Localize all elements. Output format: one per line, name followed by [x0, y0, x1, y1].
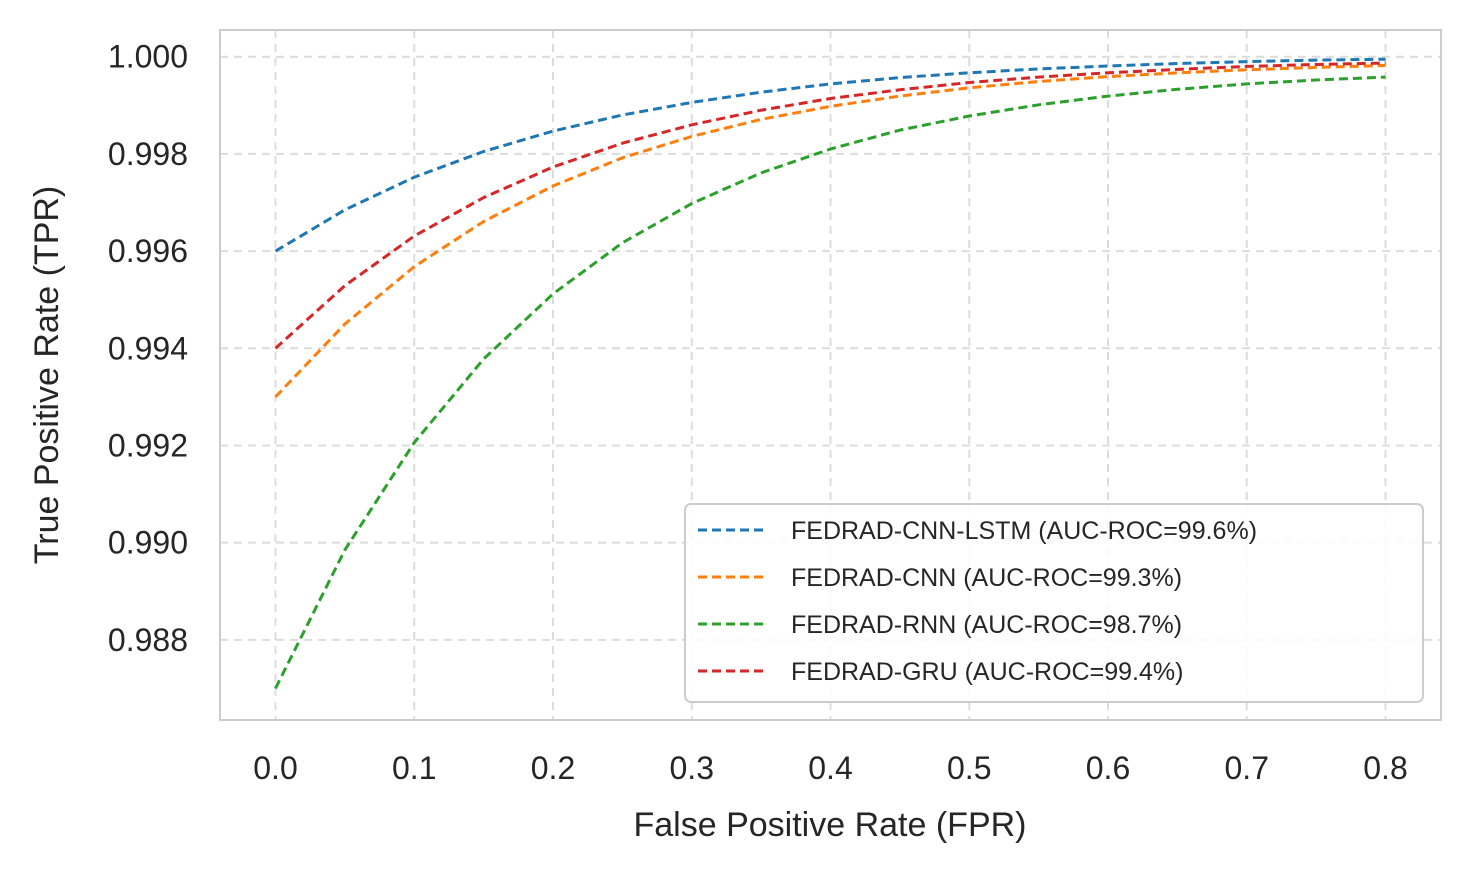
- plot-frame: [219, 29, 1442, 721]
- series-layer: [274, 57, 1386, 690]
- series-line-1: [274, 57, 1386, 253]
- x-tick-label: 0.1: [392, 750, 436, 786]
- legend-label: FEDRAD-GRU (AUC-ROC=99.4%): [791, 658, 1183, 686]
- series-line-2: [274, 64, 1386, 398]
- x-tick-label: 0.4: [808, 750, 852, 786]
- legend-label: FEDRAD-CNN-LSTM (AUC-ROC=99.6%): [791, 517, 1257, 545]
- series-line-3: [274, 75, 1386, 690]
- y-tick-label: 1.000: [108, 39, 188, 75]
- x-tick-label: 0.0: [253, 750, 297, 786]
- x-tick-label: 0.2: [531, 750, 575, 786]
- y-tick-label: 0.996: [108, 233, 188, 269]
- y-tick-label: 0.988: [108, 622, 188, 658]
- x-axis-ticks: 0.0 0.1 0.2 0.3 0.4 0.5 0.6 0.7 0.8: [253, 750, 1407, 786]
- x-axis-label: False Positive Rate (FPR): [634, 806, 1027, 844]
- legend-label: FEDRAD-CNN (AUC-ROC=99.3%): [791, 564, 1182, 592]
- y-tick-label: 0.998: [108, 136, 188, 172]
- y-tick-label: 0.992: [108, 427, 188, 463]
- x-tick-label: 0.7: [1225, 750, 1269, 786]
- x-tick-label: 0.5: [947, 750, 991, 786]
- y-axis-ticks: 0.988 0.990 0.992 0.994 0.996 0.998 1.000: [108, 39, 188, 658]
- y-tick-label: 0.994: [108, 330, 188, 366]
- x-tick-label: 0.3: [670, 750, 714, 786]
- legend-box: [684, 503, 1424, 703]
- series-line-4: [274, 61, 1386, 350]
- y-tick-label: 0.990: [108, 525, 188, 561]
- legend-label: FEDRAD-RNN (AUC-ROC=98.7%): [791, 611, 1182, 639]
- x-tick-label: 0.8: [1363, 750, 1407, 786]
- legend: FEDRAD-CNN-LSTM (AUC-ROC=99.6%) FEDRAD-CN…: [684, 503, 1424, 703]
- x-tick-label: 0.6: [1086, 750, 1130, 786]
- y-axis-label: True Positive Rate (TPR): [28, 186, 66, 565]
